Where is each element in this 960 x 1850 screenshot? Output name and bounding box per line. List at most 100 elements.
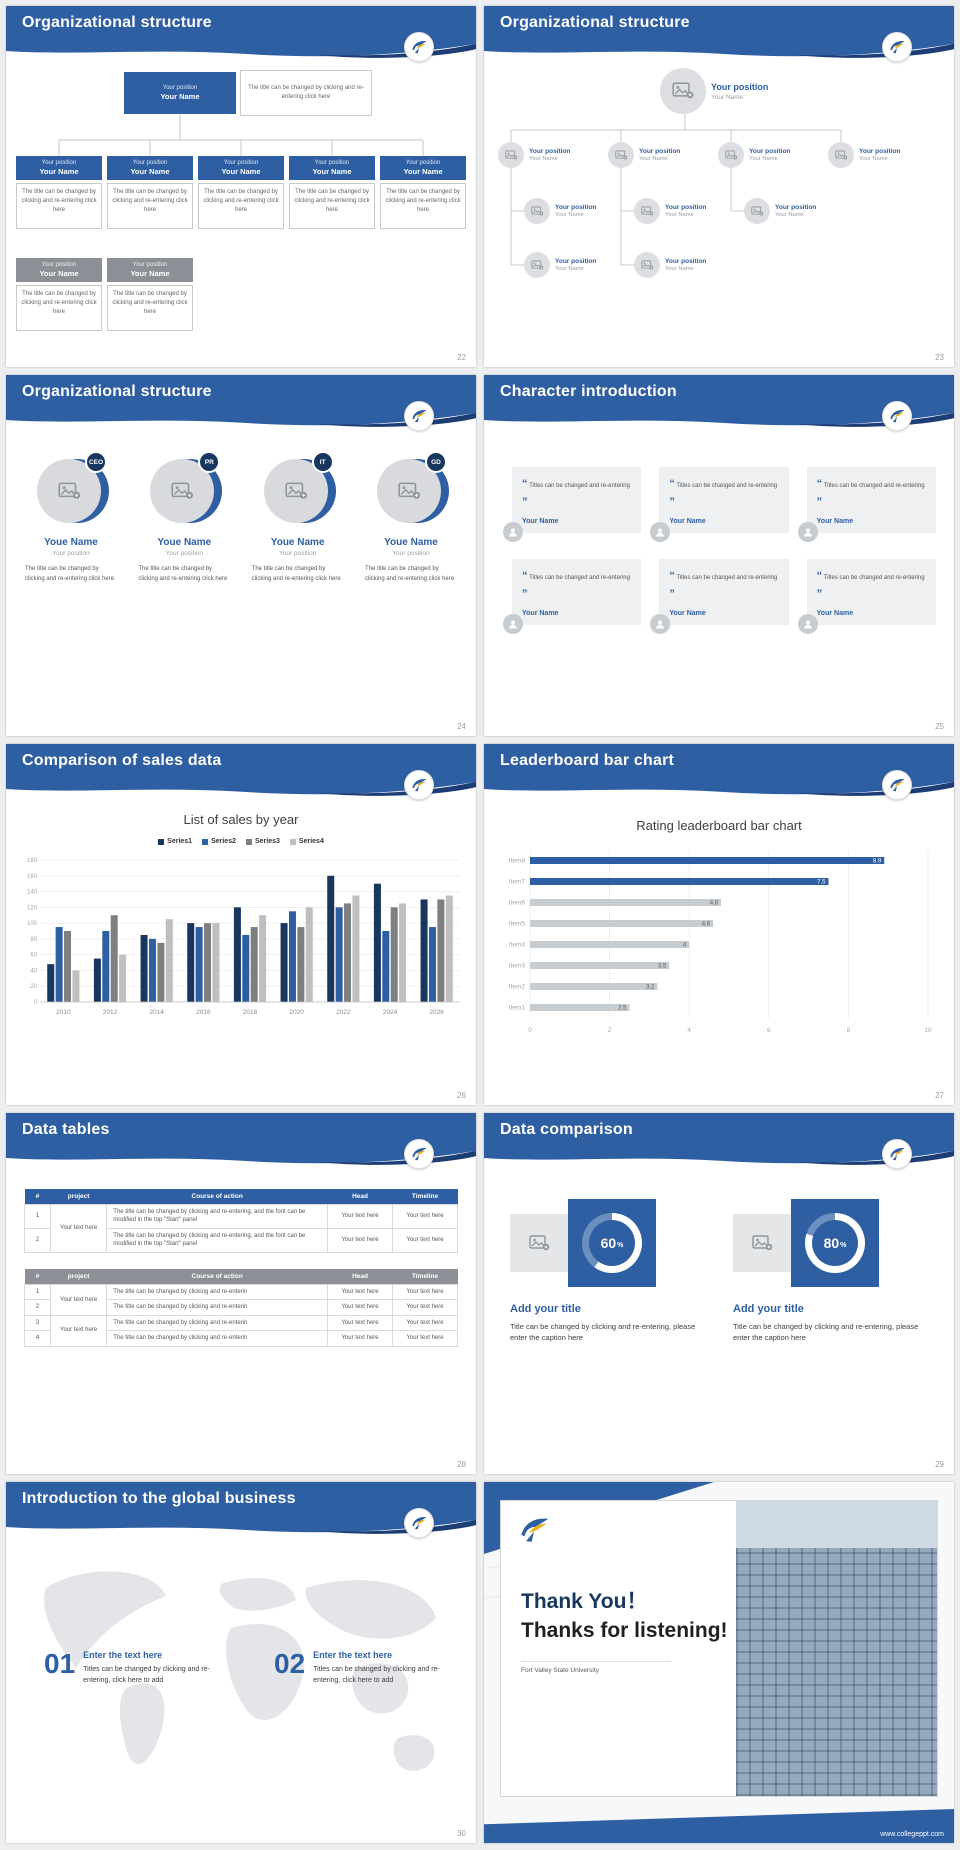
header-wave [6,41,476,58]
photo-placeholder [498,142,524,168]
table-header-cell: Timeline [392,1269,458,1285]
table-row: 3 Your text here The title can be change… [24,1314,458,1347]
slide-title: Organizational structure [22,14,212,31]
svg-text:4: 4 [683,943,687,949]
header-wave [6,1517,476,1534]
website-url: www.collegeppt.com [880,1831,944,1838]
data-table-secondary: # project Course of action Head Timeline… [24,1269,458,1347]
image-placeholder-icon [834,148,848,162]
item-heading: Enter the text here [313,1650,393,1660]
org-level3-row: Your position Your Name The title can be … [16,258,193,331]
member-card: CEO Youe Name Your position The title ca… [20,451,122,584]
photo-placeholder [733,1214,791,1272]
org-box-position: Your position [41,160,77,166]
chart-legend: Series1 Series2 Series3 Series4 [6,838,476,845]
header-wave [6,779,476,796]
org-root-box: Your position Your Name [124,72,236,114]
role-badge: IT [311,451,334,473]
quote-name: Your Name [816,518,854,526]
node-position: Your position [859,148,901,155]
quote-text: “ Titles can be changed and re-entering … [816,478,925,508]
table-row: 2 The title can be changed by clicking a… [24,1227,458,1253]
person-icon [507,526,519,538]
table-header-cell: # [24,1189,51,1205]
member-name: Youe Name [157,537,212,548]
slide-29[interactable]: Data comparison 60% Add your title Title… [484,1113,954,1474]
quote-name: Your Name [816,610,854,618]
item-number: 02 [274,1648,306,1679]
svg-text:Item6: Item6 [509,900,526,907]
header-band [6,6,476,42]
progress-donut: 80% [805,1213,865,1273]
header-wave [484,41,954,58]
header-band [484,6,954,42]
slide-header: Data comparison [484,1113,954,1171]
svg-text:2026: 2026 [429,1009,444,1016]
node-name: Your Name [665,266,694,272]
thank-you-card: Thank You！ Thanks for listening! Fort Va… [500,1500,938,1797]
progress-donut: 60% [582,1213,642,1273]
slide-title: Data tables [22,1121,110,1138]
slide-24[interactable]: Organizational structure CEO Youe Name Y… [6,375,476,736]
person-icon [654,618,666,630]
quote-card: “ Titles can be changed and re-entering … [503,467,642,543]
node-name: Your Name [775,212,804,218]
thank-you-subtitle: Thanks for listening! [521,1619,728,1642]
org-node: Your position Your Name [608,142,680,168]
slide-23[interactable]: Organizational structure Your position Y… [484,6,954,367]
comparison-panel: 80% Add your title Title can be changed … [733,1199,928,1344]
slide-28[interactable]: Data tables # project Course of action H… [6,1113,476,1474]
slide-30[interactable]: Introduction to the global business 01 E… [6,1482,476,1843]
svg-text:2012: 2012 [103,1009,118,1016]
sales-bar-chart: 0 20 40 60 80 100 120 140 160 180 2010 2012 2014 2016… [27,858,460,1016]
close-quote-icon: ” [669,587,675,600]
header-band [6,744,476,780]
image-placeholder-icon [283,478,309,504]
org-box-position: Your position [223,160,259,166]
member-card: PR Youe Name Your position The title can… [133,451,235,584]
close-quote-icon: ” [816,587,823,600]
slide-22[interactable]: Organizational structure Your position Y… [6,6,476,367]
org-box-name: Your Name [39,167,79,176]
slide-27[interactable]: Leaderboard bar chart Rating leaderboard… [484,744,954,1105]
org-box-name: Your Name [403,167,443,176]
member-card: GD Youe Name Your position The title can… [360,451,462,584]
node-name: Your Name [639,156,668,162]
person-icon [802,526,814,538]
world-map-graphic [44,1571,436,1771]
header-wave [484,1148,954,1165]
panel-title: Add your title [510,1303,581,1315]
svg-text:Item3: Item3 [509,963,526,970]
image-placeholder-icon [614,148,628,162]
svg-text:140: 140 [27,890,38,896]
gauge-tile: 60% [568,1199,656,1287]
slide-26[interactable]: Comparison of sales data List of sales b… [6,744,476,1105]
slide-thank-you[interactable]: Thank You！ Thanks for listening! Fort Va… [484,1482,954,1843]
member-position: Your position [392,550,430,557]
quote-card-grid: “ Titles can be changed and re-entering … [503,467,936,635]
svg-text:3.5: 3.5 [658,964,667,970]
photo-placeholder [828,142,854,168]
org-box-name: Your Name [39,269,79,278]
person-avatar [503,614,523,635]
org-node: Your position Your Name The title can be … [198,156,284,229]
table-header-cell: Course of action [106,1269,328,1285]
header-wave [484,779,954,796]
panel-title: Add your title [733,1303,804,1315]
quote-name: Your Name [669,518,706,526]
node-name: Your Name [529,156,558,162]
svg-text:Item8: Item8 [509,858,526,865]
table-header-cell: Course of action [106,1189,328,1205]
node-position: Your position [665,204,707,211]
photo-placeholder [634,198,660,224]
image-placeholder-icon [640,258,654,272]
table-header-cell: # [24,1269,51,1285]
quote-text: “ Titles can be changed and re-entering … [522,478,630,508]
svg-text:20: 20 [30,984,37,990]
legend-item: Series2 [202,838,236,845]
item-number: 01 [44,1648,76,1679]
person-icon [507,618,519,630]
slide-25[interactable]: Character introduction “ Titles can be c… [484,375,954,736]
node-position: Your position [555,258,597,265]
svg-text:2010: 2010 [56,1009,71,1016]
